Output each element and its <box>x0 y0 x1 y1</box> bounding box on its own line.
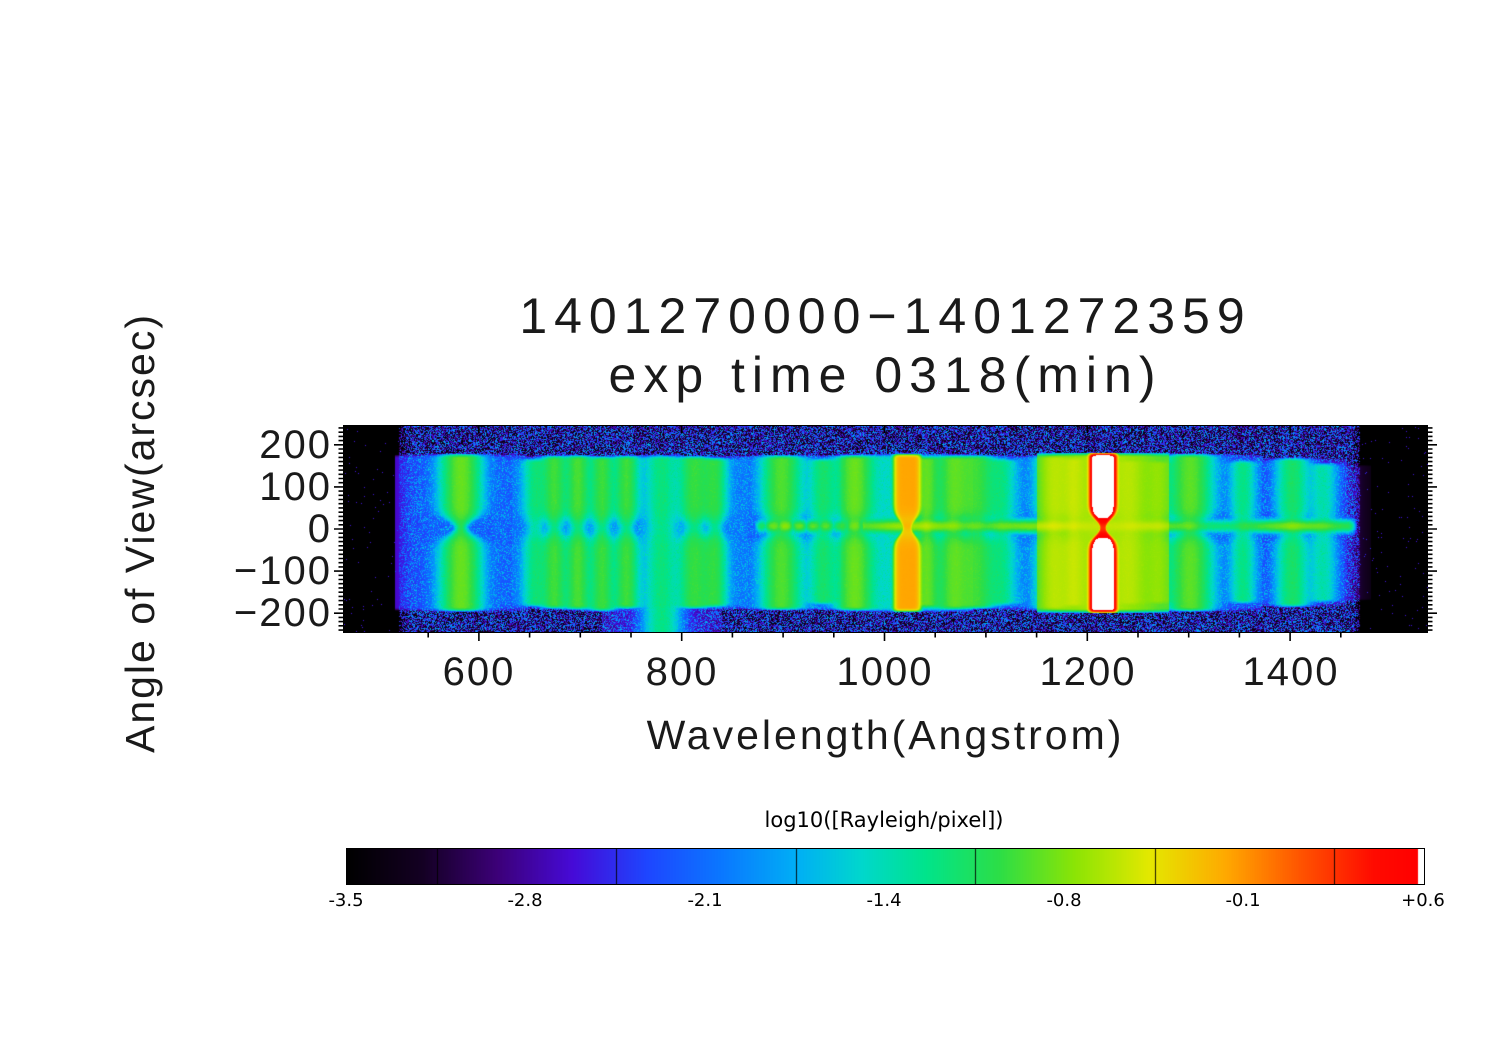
x-tick-label-1200: 1200 <box>1039 650 1137 694</box>
y-tick-label-200: 200 <box>259 423 332 467</box>
x-tick-label-800: 800 <box>645 650 719 694</box>
colorbar-tick-label-6: +0.6 <box>1401 890 1445 911</box>
colorbar-tick-label-0: -3.5 <box>328 890 364 911</box>
plot-title-line-2: exp time 0318(min) <box>608 347 1163 403</box>
colorbar-tick-label-2: -2.1 <box>687 890 723 911</box>
colorbar-tick-label-3: -1.4 <box>866 890 902 911</box>
x-tick-label-600: 600 <box>442 650 516 694</box>
x-tick-label-1400: 1400 <box>1242 650 1340 694</box>
colorbar-tick-label-5: -0.1 <box>1225 890 1261 911</box>
spectrogram-image <box>344 426 1428 632</box>
y-tick-label-100: 100 <box>259 465 332 509</box>
y-tick-label-0: 0 <box>307 507 332 551</box>
y-tick-label-neg100: −100 <box>233 549 332 593</box>
x-tick-label-1000: 1000 <box>836 650 934 694</box>
y-tick-label-neg200: −200 <box>233 591 332 635</box>
colorbar-tick-label-1: -2.8 <box>507 890 543 911</box>
colorbar-tick-label-4: -0.8 <box>1046 890 1082 911</box>
colorbar-frame <box>346 848 1425 885</box>
colorbar-gradient <box>347 849 1424 884</box>
colorbar-title: log10([Rayleigh/pixel]) <box>764 808 1004 832</box>
plot-title-line-1: 1401270000−1401272359 <box>519 288 1252 344</box>
x-axis-title: Wavelength(Angstrom) <box>646 712 1125 758</box>
